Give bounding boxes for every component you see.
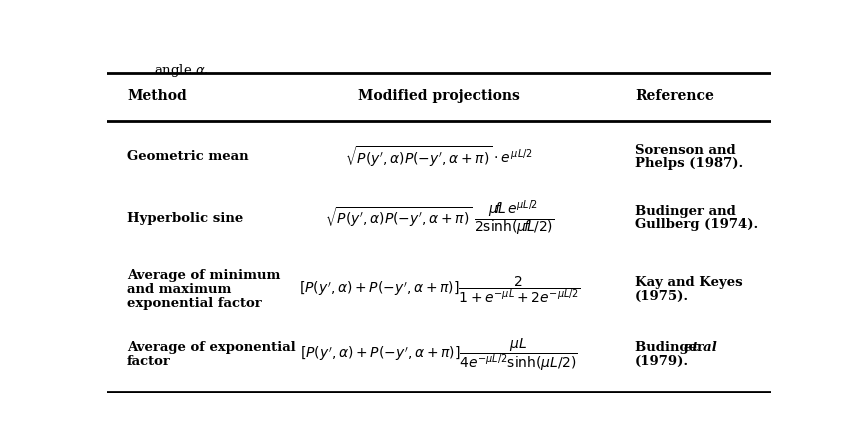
Text: Geometric mean: Geometric mean (127, 150, 249, 164)
Text: $\sqrt{P(y',\alpha)P(-y',\alpha+\pi)}\;\dfrac{\mu\!f\!L\,e^{\mu L/2}}{2\sinh(\mu: $\sqrt{P(y',\alpha)P(-y',\alpha+\pi)}\;\… (325, 198, 554, 238)
Text: (1975).: (1975). (635, 290, 689, 303)
Text: Sorenson and: Sorenson and (635, 144, 736, 156)
Text: Reference: Reference (635, 88, 714, 103)
Text: Hyperbolic sine: Hyperbolic sine (127, 212, 243, 225)
Text: factor: factor (127, 354, 171, 368)
Text: et al: et al (684, 341, 716, 354)
Text: and maximum: and maximum (127, 283, 231, 296)
Text: (1979).: (1979). (635, 354, 689, 368)
Text: Average of minimum: Average of minimum (127, 270, 280, 282)
Text: Modified projections: Modified projections (358, 88, 520, 103)
Text: Budinger: Budinger (635, 341, 709, 354)
Text: Gullberg (1974).: Gullberg (1974). (635, 218, 758, 232)
Text: $\left[P(y',\alpha)+P(-y',\alpha+\pi)\right]\dfrac{\mu L}{4e^{-\mu L/2}\sinh(\mu: $\left[P(y',\alpha)+P(-y',\alpha+\pi)\ri… (300, 336, 578, 373)
Text: Phelps (1987).: Phelps (1987). (635, 157, 743, 170)
Text: Budinger and: Budinger and (635, 205, 736, 218)
Text: Average of exponential: Average of exponential (127, 341, 296, 354)
Text: exponential factor: exponential factor (127, 297, 261, 310)
Text: $\left[P(y',\alpha)+P(-y',\alpha+\pi)\right]\dfrac{2}{1+e^{-\mu L}+2e^{-\mu L/2}: $\left[P(y',\alpha)+P(-y',\alpha+\pi)\ri… (298, 274, 580, 305)
Text: angle $\alpha$.: angle $\alpha$. (153, 61, 208, 79)
Text: Kay and Keyes: Kay and Keyes (635, 276, 743, 289)
Text: $\sqrt{P(y',\alpha)P(-y',\alpha+\pi)}\cdot e^{\,\mu L/2}$: $\sqrt{P(y',\alpha)P(-y',\alpha+\pi)}\cd… (345, 145, 533, 169)
Text: Method: Method (127, 88, 187, 103)
